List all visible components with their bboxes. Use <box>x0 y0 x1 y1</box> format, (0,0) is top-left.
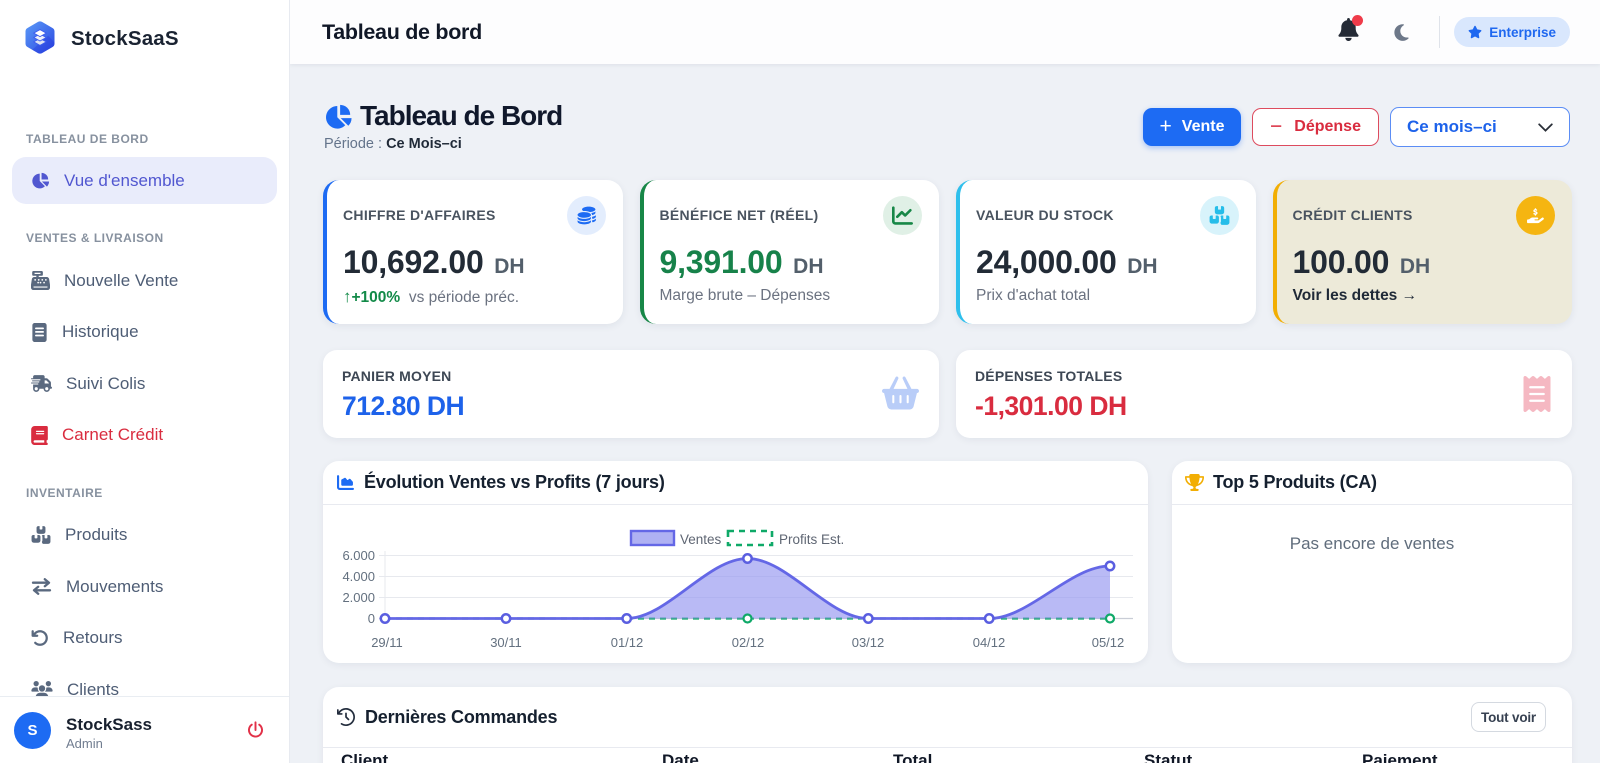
svg-text:Ventes: Ventes <box>680 532 722 547</box>
svg-text:29/11: 29/11 <box>371 635 403 650</box>
svg-text:0: 0 <box>368 611 375 626</box>
svg-text:4.000: 4.000 <box>342 569 375 584</box>
svg-text:2.000: 2.000 <box>342 590 375 605</box>
svg-text:6.000: 6.000 <box>342 548 375 563</box>
svg-text:01/12: 01/12 <box>611 635 644 650</box>
svg-text:05/12: 05/12 <box>1092 635 1125 650</box>
svg-text:Profits Est.: Profits Est. <box>779 532 844 547</box>
svg-text:04/12: 04/12 <box>973 635 1006 650</box>
svg-text:02/12: 02/12 <box>732 635 765 650</box>
svg-text:03/12: 03/12 <box>852 635 885 650</box>
svg-text:30/11: 30/11 <box>490 635 522 650</box>
